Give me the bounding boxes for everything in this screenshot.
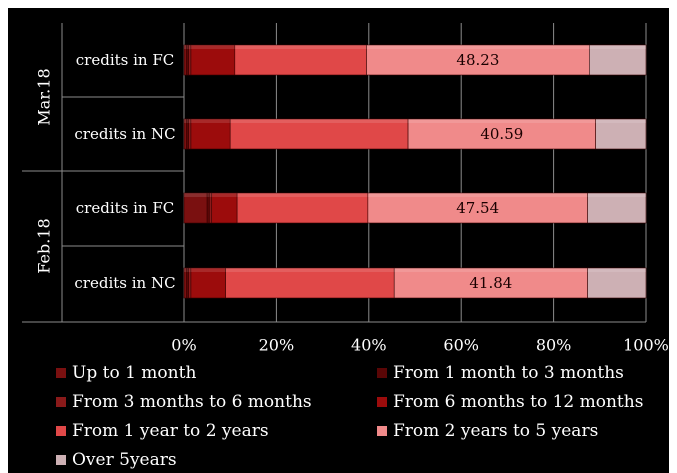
- x-tick-label: 100%: [623, 336, 669, 355]
- bar-segment-highlight: [190, 45, 235, 49]
- bar-segment-highlight: [209, 193, 212, 197]
- bar-segment: [186, 267, 189, 299]
- legend-label: From 3 months to 6 months: [72, 392, 312, 412]
- bar-segment: [393, 267, 588, 299]
- bar-segment: [225, 267, 395, 299]
- x-tick-label: 60%: [443, 336, 479, 355]
- bar-segment-highlight: [184, 268, 187, 272]
- bar-segment: [209, 192, 213, 224]
- legend-swatch: [377, 368, 387, 378]
- bar-segment-highlight: [207, 193, 210, 197]
- bar-segment-highlight: [225, 268, 395, 272]
- legend-label: Over 5years: [72, 450, 177, 470]
- bar-segment: [186, 118, 189, 150]
- bar-segment-highlight: [188, 45, 191, 49]
- bar-segment: [183, 118, 187, 150]
- bar-segment: [188, 267, 192, 299]
- legend-label: From 6 months to 12 months: [393, 392, 644, 412]
- legend-item: From 1 month to 3 months: [377, 363, 624, 383]
- bar-segment-highlight: [234, 45, 367, 49]
- bar-segment: [190, 267, 226, 299]
- bar-segment-highlight: [188, 268, 191, 272]
- bar-segment: [236, 192, 369, 224]
- bar-segment: [183, 44, 187, 76]
- chart-background: [8, 8, 669, 473]
- bar-segment: [595, 118, 647, 150]
- bar-segment: [188, 118, 192, 150]
- bar-segment-highlight: [230, 119, 409, 123]
- bar-segment: [589, 44, 647, 76]
- bar-segment: [587, 192, 647, 224]
- group-label: Feb.18: [35, 218, 54, 273]
- bar-segment-highlight: [367, 193, 588, 197]
- bar-segment: [211, 192, 238, 224]
- bar-segment: [229, 118, 409, 150]
- bar-segment-highlight: [184, 119, 187, 123]
- legend-label: Up to 1 month: [72, 363, 197, 383]
- bar-segment-highlight: [366, 45, 590, 49]
- legend-swatch: [56, 455, 66, 465]
- bar-segment-highlight: [184, 193, 208, 197]
- legend-label: From 2 years to 5 years: [393, 421, 599, 441]
- bar-segment-highlight: [186, 268, 189, 272]
- legend-swatch: [377, 397, 387, 407]
- legend-swatch: [56, 426, 66, 436]
- bar-segment-highlight: [186, 45, 189, 49]
- group-label: Mar.18: [35, 68, 54, 125]
- bar-segment-highlight: [211, 193, 238, 197]
- bar-segment-highlight: [190, 268, 226, 272]
- legend-swatch: [56, 368, 66, 378]
- bar-segment: [183, 192, 208, 224]
- legend-item: From 1 year to 2 years: [56, 421, 269, 441]
- x-tick-label: 20%: [259, 336, 295, 355]
- bar-segment-highlight: [186, 119, 189, 123]
- legend-item: From 6 months to 12 months: [377, 392, 643, 412]
- bar-segment: [186, 44, 189, 76]
- bar-segment-highlight: [408, 119, 596, 123]
- category-label: credits in NC: [74, 125, 175, 143]
- bar-segment-highlight: [595, 119, 646, 123]
- bar-segment: [183, 267, 187, 299]
- legend-swatch: [56, 397, 66, 407]
- x-tick-label: 40%: [351, 336, 387, 355]
- legend-label: From 1 year to 2 years: [72, 421, 269, 441]
- legend-label: From 1 month to 3 months: [393, 363, 624, 383]
- bar-segment: [587, 267, 647, 299]
- bar-segment: [190, 118, 231, 150]
- data-label: 48.23: [456, 51, 499, 69]
- bar-segment-highlight: [184, 45, 187, 49]
- bar-segment-highlight: [237, 193, 368, 197]
- bar-segment-highlight: [587, 268, 646, 272]
- legend-item: From 2 years to 5 years: [377, 421, 598, 441]
- legend-swatch: [377, 426, 387, 436]
- bar-segment-highlight: [190, 119, 231, 123]
- data-label: 41.84: [469, 274, 512, 292]
- legend-item: Up to 1 month: [56, 363, 196, 383]
- bar-segment: [407, 118, 596, 150]
- bar-segment-highlight: [394, 268, 588, 272]
- x-tick-label: 80%: [536, 336, 572, 355]
- bar-segment: [188, 44, 192, 76]
- data-label: 47.54: [456, 199, 499, 217]
- bar-segment-highlight: [587, 193, 646, 197]
- bar-segment: [206, 192, 210, 224]
- data-label: 40.59: [480, 125, 523, 143]
- legend-item: From 3 months to 6 months: [56, 392, 312, 412]
- category-label: credits in FC: [76, 199, 174, 217]
- bar-segment-highlight: [589, 45, 646, 49]
- x-tick-label: 0%: [171, 336, 196, 355]
- category-label: credits in NC: [74, 274, 175, 292]
- bar-segment: [367, 192, 588, 224]
- legend-item: Over 5years: [56, 450, 177, 470]
- bar-segment: [190, 44, 236, 76]
- bar-segment-highlight: [188, 119, 191, 123]
- category-label: credits in FC: [76, 51, 174, 69]
- bar-segment: [234, 44, 367, 76]
